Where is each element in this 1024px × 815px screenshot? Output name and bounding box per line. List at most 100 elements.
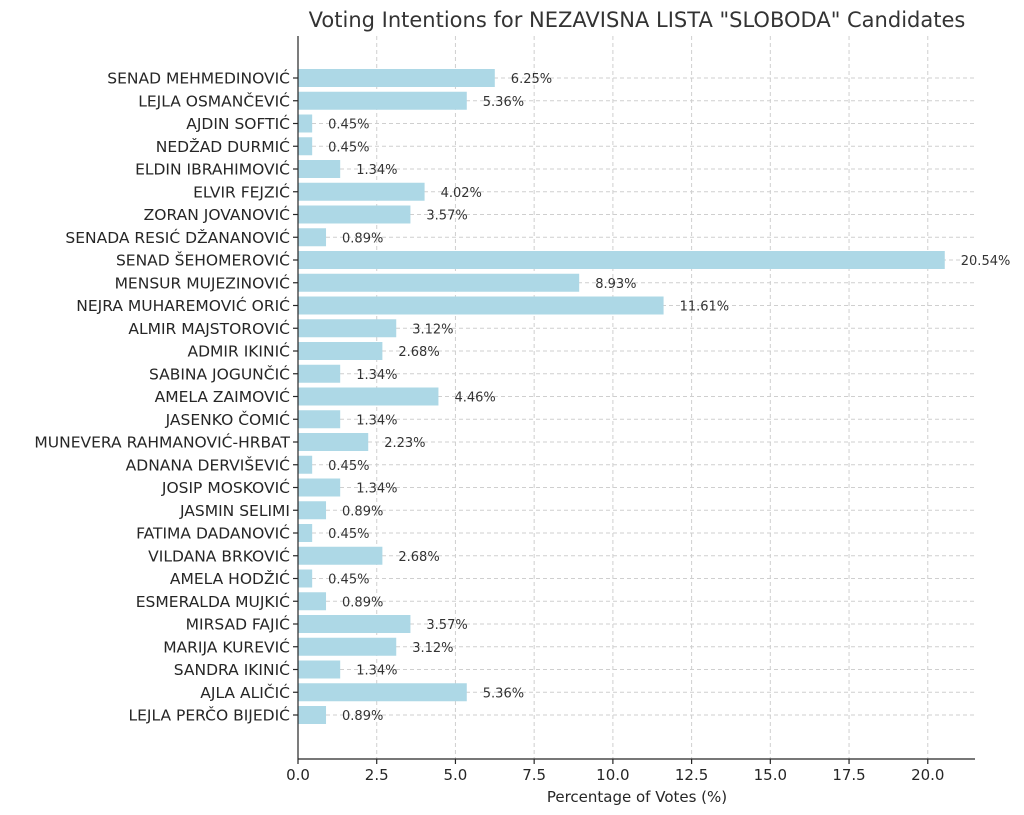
- bar: [298, 342, 383, 360]
- data-label: 3.57%: [426, 209, 467, 224]
- data-label: 1.34%: [356, 482, 397, 497]
- category-label: SENAD ŠEHOMEROVIĆ: [116, 251, 290, 270]
- category-label: MENSUR MUJEZINOVIĆ: [115, 273, 290, 292]
- category-label: ELVIR FEJZIĆ: [193, 182, 290, 201]
- bar: [298, 501, 327, 520]
- data-label: 0.45%: [328, 118, 369, 133]
- data-label: 5.36%: [483, 95, 524, 110]
- category-label: MIRSAD FAJIĆ: [186, 615, 290, 634]
- bar: [298, 273, 580, 292]
- bar: [298, 478, 341, 497]
- bar-layer: [298, 69, 945, 724]
- x-tick-label: 5.0: [444, 766, 468, 784]
- bar: [298, 569, 313, 588]
- data-label: 0.89%: [342, 231, 383, 246]
- x-tick-label: 2.5: [365, 766, 389, 784]
- data-label: 2.68%: [398, 345, 439, 360]
- category-label: LEJLA OSMANČEVIĆ: [138, 91, 290, 110]
- bar: [298, 637, 397, 656]
- data-label: 3.57%: [426, 618, 467, 633]
- bar: [298, 546, 383, 565]
- data-label: 20.54%: [961, 254, 1011, 269]
- bar: [298, 364, 341, 383]
- bar: [298, 433, 369, 451]
- bar: [298, 660, 341, 679]
- category-label: JOSIP MOSKOVIĆ: [161, 478, 290, 497]
- data-label: 0.45%: [328, 573, 369, 588]
- bar: [298, 228, 327, 247]
- data-label: 4.46%: [454, 391, 495, 406]
- data-label: 1.34%: [356, 368, 397, 383]
- data-label: 1.34%: [356, 413, 397, 428]
- category-label: ADNANA DERVIŠEVIĆ: [126, 455, 290, 474]
- bar: [298, 137, 313, 156]
- category-label: VILDANA BRKOVIĆ: [148, 546, 290, 565]
- bar: [298, 410, 341, 429]
- category-label: AMELA ZAIMOVIĆ: [155, 387, 290, 406]
- bar: [298, 592, 327, 611]
- x-tick-label: 20.0: [911, 766, 944, 784]
- category-label: ESMERALDA MUJKIĆ: [136, 592, 290, 611]
- grid-layer: [297, 36, 975, 759]
- data-label: 2.23%: [384, 436, 425, 451]
- data-label: 0.89%: [342, 709, 383, 724]
- data-label: 3.12%: [412, 322, 453, 337]
- data-label: 1.34%: [356, 664, 397, 679]
- category-label: SABINA JOGUNČIĆ: [149, 364, 290, 383]
- category-label: MARIJA KUREVIĆ: [163, 637, 290, 656]
- category-label: JASMIN SELIMI: [179, 502, 290, 520]
- bar: [298, 706, 327, 724]
- category-label: ALMIR MAJSTOROVIĆ: [128, 319, 290, 338]
- data-label: 8.93%: [595, 277, 636, 292]
- category-label: AMELA HODŽIĆ: [170, 569, 290, 588]
- bar: [298, 251, 945, 269]
- bar: [298, 524, 313, 542]
- data-label: 11.61%: [680, 300, 730, 315]
- chart-title: Voting Intentions for NEZAVISNA LISTA "S…: [309, 8, 966, 32]
- category-label: MUNEVERA RAHMANOVIĆ-HRBAT: [34, 433, 290, 452]
- x-axis-label: Percentage of Votes (%): [547, 788, 727, 806]
- bar: [298, 455, 313, 474]
- category-label: ADMIR IKINIĆ: [188, 342, 290, 361]
- category-label: NEJRA MUHAREMOVIĆ ORIĆ: [76, 296, 290, 315]
- bar: [298, 319, 397, 338]
- label-layer: SENAD MEHMEDINOVIĆ 6.25% LEJLA OSMANČEVIĆ 5…: [34, 69, 1010, 725]
- x-tick-label: 12.5: [675, 766, 708, 784]
- category-label: ZORAN JOVANOVIĆ: [144, 205, 290, 224]
- category-label: FATIMA DADANOVIĆ: [136, 524, 290, 543]
- data-label: 0.89%: [342, 595, 383, 610]
- x-tick-label: 17.5: [832, 766, 865, 784]
- x-tick-label: 7.5: [522, 766, 546, 784]
- data-label: 0.45%: [328, 527, 369, 542]
- bar: [298, 615, 411, 633]
- bar: [298, 114, 313, 133]
- category-label: AJDIN SOFTIĆ: [186, 114, 290, 133]
- bar: [298, 91, 467, 110]
- category-label: AJLA ALIČIĆ: [200, 683, 290, 702]
- data-label: 0.45%: [328, 140, 369, 155]
- category-label: NEDŽAD DURMIĆ: [156, 137, 290, 156]
- category-label: LEJLA PERČO BIJEDIĆ: [128, 706, 290, 725]
- data-label: 3.12%: [412, 641, 453, 656]
- data-label: 1.34%: [356, 163, 397, 178]
- x-tick-label: 15.0: [754, 766, 787, 784]
- bar: [298, 296, 664, 315]
- x-tick-label: 10.0: [596, 766, 629, 784]
- data-label: 2.68%: [398, 550, 439, 565]
- category-label: JASENKO ČOMIĆ: [165, 410, 290, 429]
- data-label: 0.89%: [342, 504, 383, 519]
- bar: [298, 683, 467, 702]
- bar: [298, 182, 425, 201]
- bar: [298, 205, 411, 224]
- bar: [298, 160, 341, 178]
- data-label: 5.36%: [483, 686, 524, 701]
- category-label: ELDIN IBRAHIMOVIĆ: [135, 160, 290, 179]
- x-tick-label: 0.0: [286, 766, 310, 784]
- bar: [298, 387, 439, 406]
- category-label: SENADA RESIĆ DŽANANOVIĆ: [65, 228, 290, 247]
- data-label: 0.45%: [328, 459, 369, 474]
- data-label: 4.02%: [441, 186, 482, 201]
- category-label: SENAD MEHMEDINOVIĆ: [107, 69, 290, 88]
- axis-layer: 0.0 2.5 5.0 7.5 10.0 12.5 15.0 17.5 20.0: [286, 36, 975, 784]
